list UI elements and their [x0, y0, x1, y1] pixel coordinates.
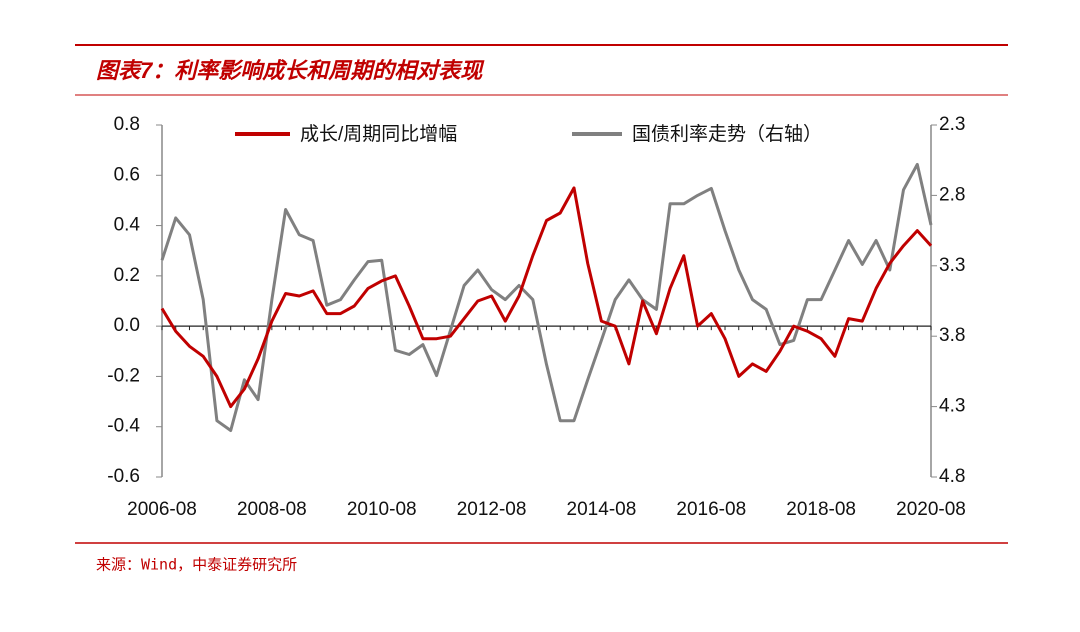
series-line [160, 162, 933, 432]
legend-label: 国债利率走势（右轴） [632, 123, 822, 145]
y-tick-label: 0.6 [114, 164, 140, 185]
legend-label: 成长/周期同比增幅 [300, 123, 457, 145]
source: 来源：Wind，中泰证券研究所 [96, 556, 297, 574]
y2-tick-label: 3.8 [939, 325, 965, 346]
y-tick-label: -0.4 [107, 416, 140, 437]
y-tick-label: -0.2 [107, 365, 140, 386]
x-tick-label: 2006-08 [127, 499, 197, 520]
series-line [160, 186, 933, 409]
y2-tick-label: 2.3 [939, 114, 965, 135]
y-tick-label: 0.4 [114, 215, 141, 236]
x-tick-label: 2010-08 [347, 499, 417, 520]
x-tick-label: 2018-08 [786, 499, 856, 520]
x-tick-label: 2008-08 [237, 499, 307, 520]
y2-tick-label: 4.3 [939, 396, 965, 417]
x-tick-label: 2012-08 [457, 499, 527, 520]
chart-title: 图表7：利率影响成长和周期的相对表现 [96, 58, 485, 83]
y-tick-label: 0.8 [114, 114, 140, 135]
y2-tick-label: 4.8 [939, 466, 965, 487]
x-tick-label: 2014-08 [567, 499, 637, 520]
y-tick-label: 0.2 [114, 265, 140, 286]
y2-tick-label: 2.8 [939, 184, 965, 205]
y-tick-label: 0.0 [114, 315, 140, 336]
y2-tick-label: 3.3 [939, 255, 965, 276]
x-tick-label: 2020-08 [896, 499, 966, 520]
y-tick-label: -0.6 [107, 466, 140, 487]
x-tick-label: 2016-08 [676, 499, 746, 520]
